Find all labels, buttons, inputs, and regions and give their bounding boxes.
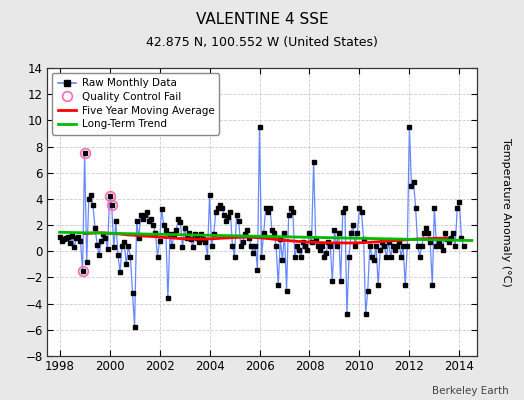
Legend: Raw Monthly Data, Quality Control Fail, Five Year Moving Average, Long-Term Tren: Raw Monthly Data, Quality Control Fail, … xyxy=(52,73,220,134)
Text: 42.875 N, 100.552 W (United States): 42.875 N, 100.552 W (United States) xyxy=(146,36,378,49)
Text: Berkeley Earth: Berkeley Earth xyxy=(432,386,508,396)
Y-axis label: Temperature Anomaly (°C): Temperature Anomaly (°C) xyxy=(501,138,511,286)
Text: VALENTINE 4 SSE: VALENTINE 4 SSE xyxy=(195,12,329,27)
